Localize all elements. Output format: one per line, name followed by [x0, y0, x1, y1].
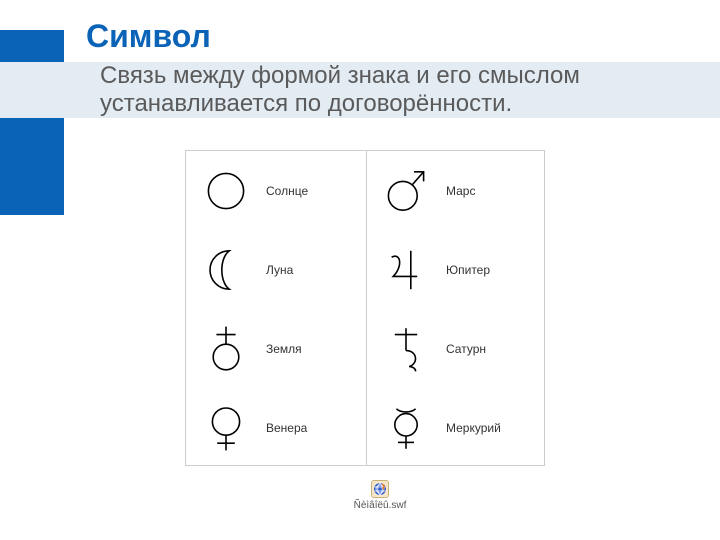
symbol-venus — [186, 388, 266, 467]
symbol-label: Венера — [266, 388, 366, 467]
symbol-label: Меркурий — [446, 388, 546, 467]
symbols-grid: СолнцеЛунаЗемляВенера МарсЮпитерСатурнМер… — [186, 151, 544, 465]
symbol-label: Сатурн — [446, 309, 546, 388]
symbol-moon — [186, 230, 266, 309]
accent-bar — [0, 30, 64, 215]
symbol-mercury — [366, 388, 446, 467]
symbol-label: Земля — [266, 309, 366, 388]
symbol-earth — [186, 309, 266, 388]
subtitle-text: Связь между формой знака и его смыслом у… — [100, 62, 690, 117]
symbol-label: Луна — [266, 230, 366, 309]
page-title: Символ — [86, 18, 211, 55]
symbols-table: СолнцеЛунаЗемляВенера МарсЮпитерСатурнМер… — [185, 150, 545, 466]
symbol-sun — [186, 151, 266, 230]
symbol-label: Марс — [446, 151, 546, 230]
symbol-label: Солнце — [266, 151, 366, 230]
symbol-mars — [366, 151, 446, 230]
flash-file-icon — [371, 480, 389, 498]
symbol-saturn — [366, 309, 446, 388]
embedded-file: Ñèìâîëû.swf — [330, 480, 430, 511]
symbol-label: Юпитер — [446, 230, 546, 309]
embedded-file-name: Ñèìâîëû.swf — [354, 500, 407, 511]
symbol-jupiter — [366, 230, 446, 309]
